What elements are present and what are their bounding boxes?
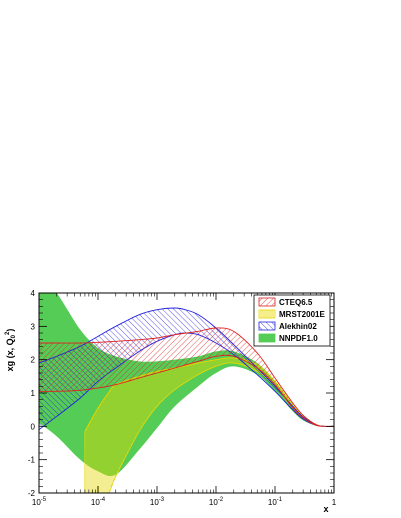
x-tick-label: 10-3 xyxy=(150,497,165,507)
y-tick-label: 3 xyxy=(31,322,36,331)
y-axis-title-sub: 0 xyxy=(11,334,17,338)
x-tick-label-base: 10 xyxy=(268,498,277,507)
legend-swatch-mrst2001e xyxy=(258,309,276,319)
y-axis-title-sup: 2 xyxy=(5,331,11,335)
x-tick-label-exponent: -3 xyxy=(159,497,165,503)
y-axis-title: xg (x, Q02) xyxy=(5,329,17,372)
x-tick-label-base: 10 xyxy=(209,498,218,507)
legend-swatch-nnpdf1-0 xyxy=(258,333,276,343)
y-axis-title-main: xg (x, Q xyxy=(5,338,15,371)
legend: CTEQ6.5 MRST2001E Alekhin02 NNPDF1.0 xyxy=(253,294,331,347)
y-tick-label: 4 xyxy=(31,289,36,298)
y-tick-label: -2 xyxy=(28,489,36,498)
legend-label-alekhin02: Alekhin02 xyxy=(279,322,317,331)
legend-label-mrst2001e: MRST2001E xyxy=(279,310,325,319)
x-tick-label-base: 10 xyxy=(32,498,41,507)
x-tick-label: 10-2 xyxy=(209,497,224,507)
legend-label-cteq6-5: CTEQ6.5 xyxy=(279,298,313,307)
x-tick-label-exponent: -2 xyxy=(218,497,224,503)
legend-label-nnpdf1-0: NNPDF1.0 xyxy=(279,334,318,343)
x-tick-label: 10-4 xyxy=(91,497,106,507)
y-tick-label: 0 xyxy=(31,422,36,431)
legend-swatch-alekhin02 xyxy=(258,321,276,331)
x-tick-label-base: 10 xyxy=(150,498,159,507)
x-tick-label-base: 10 xyxy=(91,498,100,507)
x-tick-label-exponent: -4 xyxy=(100,497,106,503)
legend-items: CTEQ6.5 MRST2001E Alekhin02 NNPDF1.0 xyxy=(258,297,325,343)
y-tick-label: 1 xyxy=(31,389,36,398)
legend-swatch-cteq6-5 xyxy=(258,297,276,307)
y-tick-label: 2 xyxy=(31,356,36,365)
y-axis-title-tail: ) xyxy=(5,329,15,332)
x-tick-label: 10-5 xyxy=(32,497,47,507)
y-tick-label: -1 xyxy=(28,456,36,465)
x-axis-title: x xyxy=(323,504,328,514)
x-tick-label: 10-1 xyxy=(268,497,283,507)
x-tick-label: 1 xyxy=(332,498,337,507)
x-tick-label-base: 1 xyxy=(332,498,337,507)
x-tick-label-exponent: -1 xyxy=(277,497,283,503)
x-tick-label-exponent: -5 xyxy=(41,497,47,503)
